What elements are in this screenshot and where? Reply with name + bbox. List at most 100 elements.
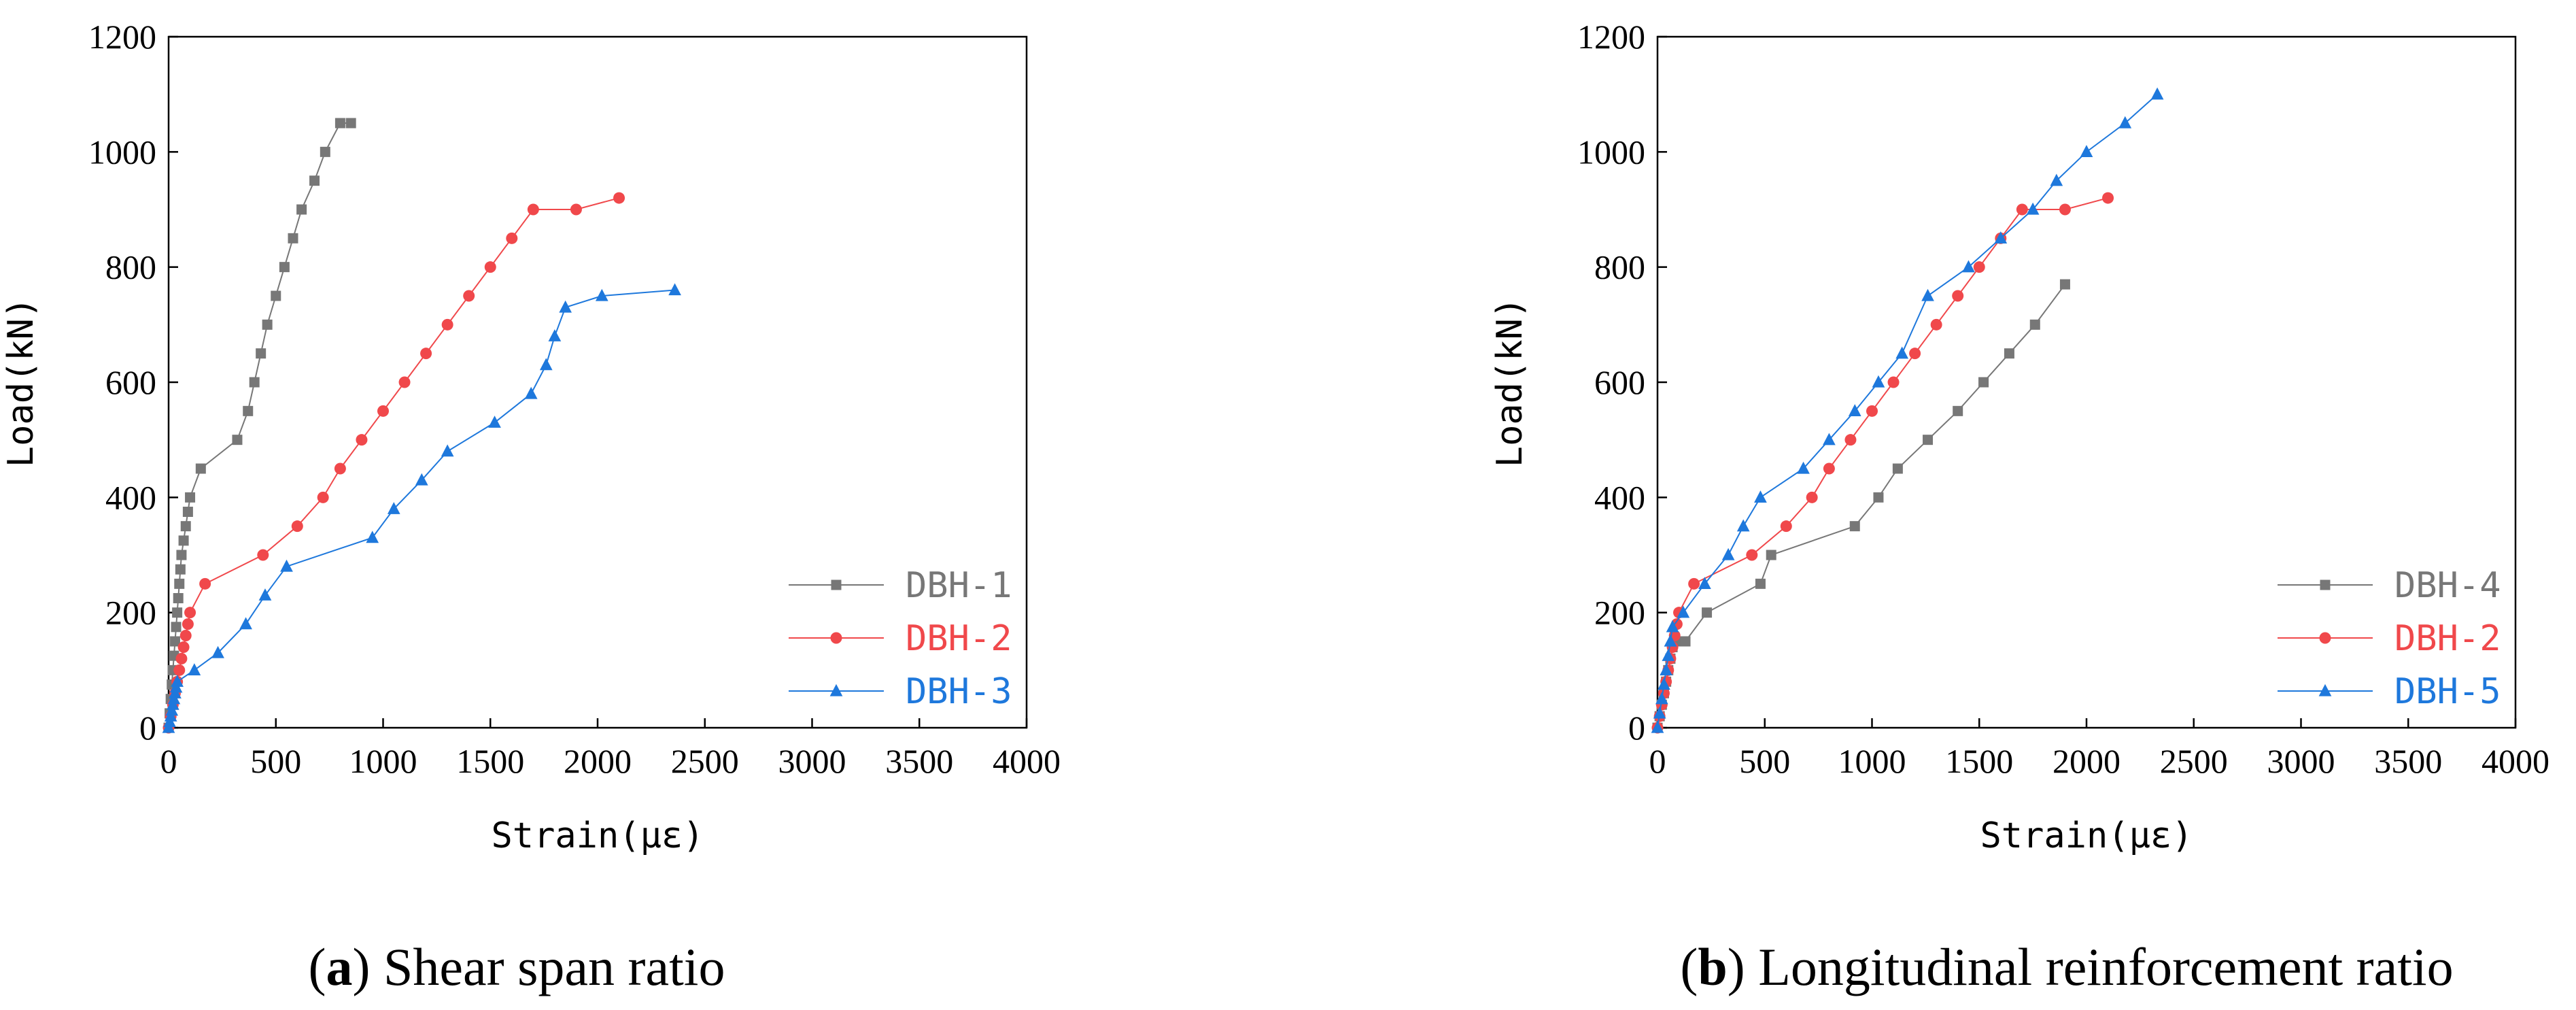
- x-tick-label: 0: [160, 742, 177, 780]
- data-point: [182, 618, 194, 630]
- data-point: [1766, 550, 1776, 560]
- data-point: [334, 118, 345, 129]
- legend-marker: [2318, 684, 2332, 696]
- data-point: [1994, 231, 2008, 243]
- data-point: [1872, 375, 1885, 388]
- x-tick-label: 1500: [1945, 742, 2013, 780]
- legend: DBH-1 DBH-2 DBH-3: [789, 565, 1012, 712]
- data-point: [171, 622, 182, 633]
- data-point: [185, 492, 196, 503]
- x-tick-label: 4000: [993, 742, 1061, 780]
- data-point: [1736, 519, 1750, 532]
- y-tick-label: 400: [1594, 478, 1645, 516]
- data-point: [1952, 290, 1964, 302]
- data-point: [280, 559, 293, 572]
- series-DBH-1: [163, 118, 356, 733]
- x-tick-label: 1000: [349, 742, 417, 780]
- plot-frame: [167, 35, 1028, 729]
- data-point: [175, 564, 186, 575]
- data-point: [184, 607, 196, 619]
- data-point: [1848, 404, 1861, 416]
- data-point: [211, 645, 224, 658]
- x-tick-label: 2000: [564, 742, 632, 780]
- data-point: [2059, 279, 2070, 290]
- data-point: [2050, 173, 2063, 186]
- data-point: [1849, 521, 1860, 532]
- data-point: [366, 531, 379, 543]
- data-point: [172, 607, 183, 618]
- data-point: [1873, 492, 1884, 503]
- data-point: [257, 549, 269, 561]
- data-point: [256, 348, 267, 359]
- data-point: [1653, 706, 1666, 719]
- y-tick-label: 0: [139, 709, 156, 747]
- data-point: [1844, 434, 1857, 446]
- caption-b: (b) Longitudinal reinforcement ratio: [1680, 937, 2453, 996]
- data-point: [279, 262, 290, 273]
- data-point: [1721, 548, 1735, 560]
- data-point: [484, 261, 496, 273]
- legend-marker: [2319, 632, 2331, 644]
- data-point: [334, 462, 346, 475]
- legend-label: DBH-1: [906, 565, 1012, 606]
- x-tick-label: 2500: [2160, 742, 2228, 780]
- data-point: [1923, 435, 1934, 445]
- data-point: [387, 502, 400, 514]
- data-point: [1662, 648, 1675, 661]
- data-point: [171, 675, 184, 687]
- caption-b-letter: b: [1698, 937, 1727, 996]
- y-tick-label: 200: [105, 594, 156, 632]
- data-point: [613, 192, 625, 204]
- y-tick-label: 800: [105, 248, 156, 286]
- data-point: [488, 416, 501, 428]
- data-point: [2150, 87, 2164, 100]
- x-tick-label: 2500: [671, 742, 739, 780]
- data-point: [1895, 346, 1909, 359]
- data-point: [2029, 319, 2040, 330]
- data-point: [177, 641, 190, 653]
- data-point: [1921, 288, 1934, 301]
- data-point: [1866, 405, 1878, 417]
- data-point: [188, 663, 201, 675]
- data-point: [1930, 318, 1942, 331]
- series-DBH-5: [1651, 87, 2164, 733]
- data-point: [249, 377, 260, 388]
- data-point: [595, 288, 608, 301]
- data-point: [195, 463, 206, 474]
- data-point: [179, 630, 192, 642]
- caption-a-letter: a: [326, 937, 352, 996]
- x-tick-label: 1500: [456, 742, 524, 780]
- caption-b-text: Longitudinal reinforcement ratio: [1758, 937, 2453, 996]
- data-point: [356, 434, 368, 446]
- data-point: [2026, 202, 2040, 215]
- data-point: [441, 444, 454, 457]
- legend-marker: [830, 632, 842, 644]
- data-point: [1962, 260, 1975, 273]
- data-point: [169, 636, 180, 647]
- data-point: [506, 232, 518, 244]
- data-point: [420, 348, 432, 360]
- data-point: [1754, 490, 1767, 503]
- data-point: [1746, 549, 1758, 561]
- data-point: [320, 146, 330, 157]
- legend-label: DBH-3: [906, 671, 1012, 712]
- data-point: [377, 405, 389, 417]
- data-point: [1702, 607, 1713, 618]
- x-axis-title: Strain(με): [1980, 815, 2193, 856]
- x-tick-label: 0: [1649, 742, 1666, 780]
- data-point: [239, 617, 252, 630]
- legend-marker: [2320, 579, 2331, 590]
- data-point: [524, 386, 538, 399]
- series-line: [1657, 93, 2158, 728]
- data-point: [1680, 636, 1691, 647]
- data-point: [463, 290, 475, 302]
- data-point: [539, 358, 553, 371]
- data-point: [1973, 261, 1985, 273]
- x-tick-label: 3500: [2374, 742, 2442, 780]
- caption-a: (a) Shear span ratio: [309, 937, 725, 996]
- legend-marker: [829, 684, 843, 696]
- y-tick-label: 600: [105, 363, 156, 401]
- data-point: [178, 535, 189, 546]
- y-tick-label: 200: [1594, 594, 1645, 632]
- data-point: [175, 652, 188, 664]
